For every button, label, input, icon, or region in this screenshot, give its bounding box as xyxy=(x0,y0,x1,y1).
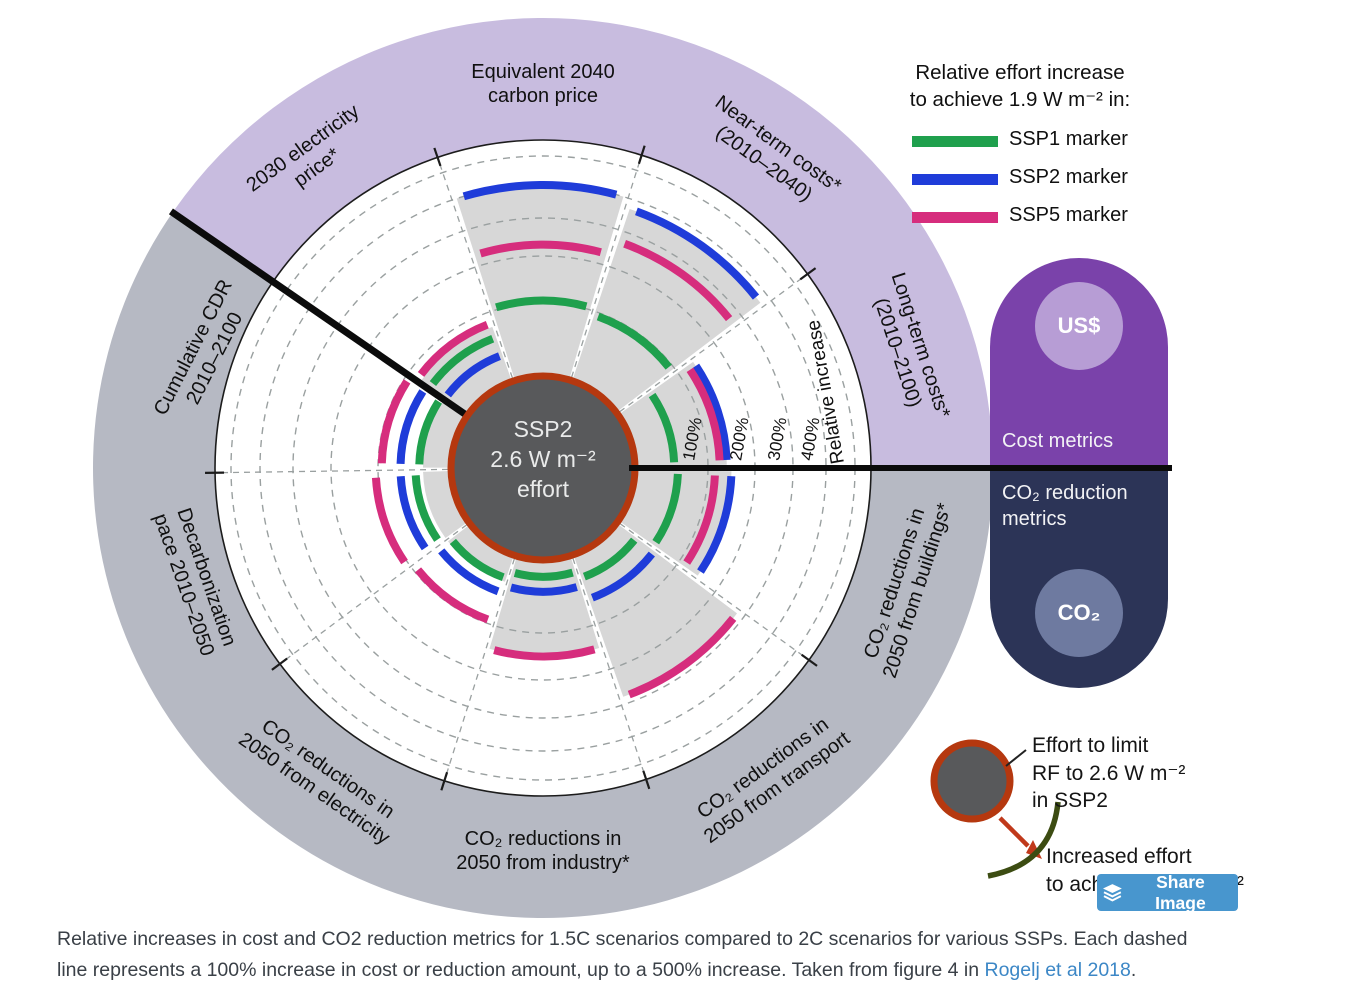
envelope-wedge-2 xyxy=(456,184,624,468)
co2-metrics-label: CO₂ reduction metrics xyxy=(1002,482,1128,530)
sector-boundary xyxy=(436,157,514,379)
mini-pointer-line xyxy=(1005,749,1027,767)
arc-ssp5-3 xyxy=(417,320,489,377)
arc-ssp1-2 xyxy=(495,296,588,312)
boundary-tick xyxy=(433,147,442,167)
caption-text: Relative increases in cost and CO2 reduc… xyxy=(57,928,1188,981)
boundary-tick xyxy=(800,653,818,667)
arc-ssp5-2 xyxy=(479,240,602,258)
boundary-tick xyxy=(440,771,449,791)
arc-ssp1-6 xyxy=(449,538,505,581)
arc-ssp5-7 xyxy=(493,645,596,661)
figure-caption: Relative increases in cost and CO2 reduc… xyxy=(57,924,1312,985)
arc-ssp2-4 xyxy=(396,389,427,465)
mini-effort-circle xyxy=(930,739,1014,823)
arc-ssp2-9 xyxy=(697,476,736,574)
layers-icon xyxy=(1103,883,1122,901)
share-image-label: Share Image xyxy=(1155,871,1206,913)
arc-ssp2-1 xyxy=(635,207,760,300)
arc-ssp2-6 xyxy=(438,548,500,596)
arc-ssp1-0 xyxy=(648,392,679,463)
co2-metrics-pill: CO₂ reduction metrics CO₂ xyxy=(990,468,1168,688)
metrics-divider-line xyxy=(629,465,1172,471)
arc-ssp2-8 xyxy=(590,551,655,602)
arc-ssp2-0 xyxy=(692,363,731,461)
arc-ssp5-0 xyxy=(686,367,724,461)
ssp2-marker-swatch xyxy=(912,174,998,185)
ssp1-marker-label: SSP1 marker xyxy=(1009,128,1128,150)
arc-ssp1-3 xyxy=(429,334,495,387)
ssp1-marker-swatch xyxy=(912,136,998,147)
arc-ssp5-9 xyxy=(683,475,719,565)
co2-icon-text: CO₂ xyxy=(1057,600,1101,625)
sector-boundary xyxy=(619,273,808,413)
arc-ssp5-5 xyxy=(371,477,408,565)
usd-icon-text: US$ xyxy=(1057,313,1101,338)
ssp5-marker-swatch xyxy=(912,212,998,223)
arc-ssp1-9 xyxy=(652,473,682,545)
sector-label-2: Equivalent 2040 carbon price xyxy=(471,61,615,107)
boundary-tick xyxy=(799,267,817,281)
caption-link[interactable]: Rogelj et al 2018 xyxy=(984,958,1131,981)
increased-effort-arrow xyxy=(998,816,1030,848)
increased-effort-arc xyxy=(987,801,1061,879)
sector-boundary xyxy=(572,557,647,780)
sector-boundary xyxy=(619,523,810,661)
ssp2-marker-label: SSP2 marker xyxy=(1009,166,1128,188)
arc-ssp2-2 xyxy=(462,181,618,201)
co2-icon: CO₂ xyxy=(1035,569,1123,657)
arc-ssp1-8 xyxy=(582,537,638,581)
sector-boundary xyxy=(279,524,468,665)
cost-metrics-pill: US$ Cost metrics xyxy=(990,258,1168,468)
usd-icon: US$ xyxy=(1035,282,1123,370)
arc-ssp1-1 xyxy=(596,312,672,370)
sector-boundary xyxy=(443,558,516,782)
arc-ssp2-7 xyxy=(509,583,578,596)
share-image-button[interactable]: Share Image xyxy=(1097,871,1238,913)
arc-ssp5-1 xyxy=(623,240,733,322)
arc-ssp2-3 xyxy=(444,352,502,398)
arc-ssp1-5 xyxy=(411,475,441,542)
effort-limit-label: Effort to limit RF to 2.6 W m⁻² in SSP2 xyxy=(1032,734,1186,812)
boundary-tick xyxy=(637,145,646,165)
arc-ssp2-5 xyxy=(396,475,429,551)
co2-metrics-ring xyxy=(93,209,994,918)
arc-ssp5-8 xyxy=(627,615,737,699)
arc-ssp5-6 xyxy=(414,567,490,624)
cost-metrics-ring xyxy=(174,17,993,468)
arc-ssp5-4 xyxy=(377,379,411,464)
arc-ssp1-4 xyxy=(415,399,443,465)
caption-text-end: . xyxy=(1130,958,1137,981)
cost-metrics-label: Cost metrics xyxy=(1002,430,1114,452)
ssp5-marker-label: SSP5 marker xyxy=(1009,204,1128,226)
metrics-divider-diagonal xyxy=(168,208,473,421)
sector-boundary xyxy=(215,468,449,474)
chart-center-label: SSP2 2.6 W m⁻² effort xyxy=(490,416,596,502)
sector-boundary xyxy=(570,154,643,378)
boundary-tick xyxy=(271,657,288,671)
arc-ssp1-7 xyxy=(513,568,574,581)
legend-title: Relative effort increase to achieve 1.9 … xyxy=(909,61,1131,111)
boundary-tick xyxy=(642,770,651,790)
sector-label-7: CO₂ reductions in 2050 from industry* xyxy=(456,828,630,874)
